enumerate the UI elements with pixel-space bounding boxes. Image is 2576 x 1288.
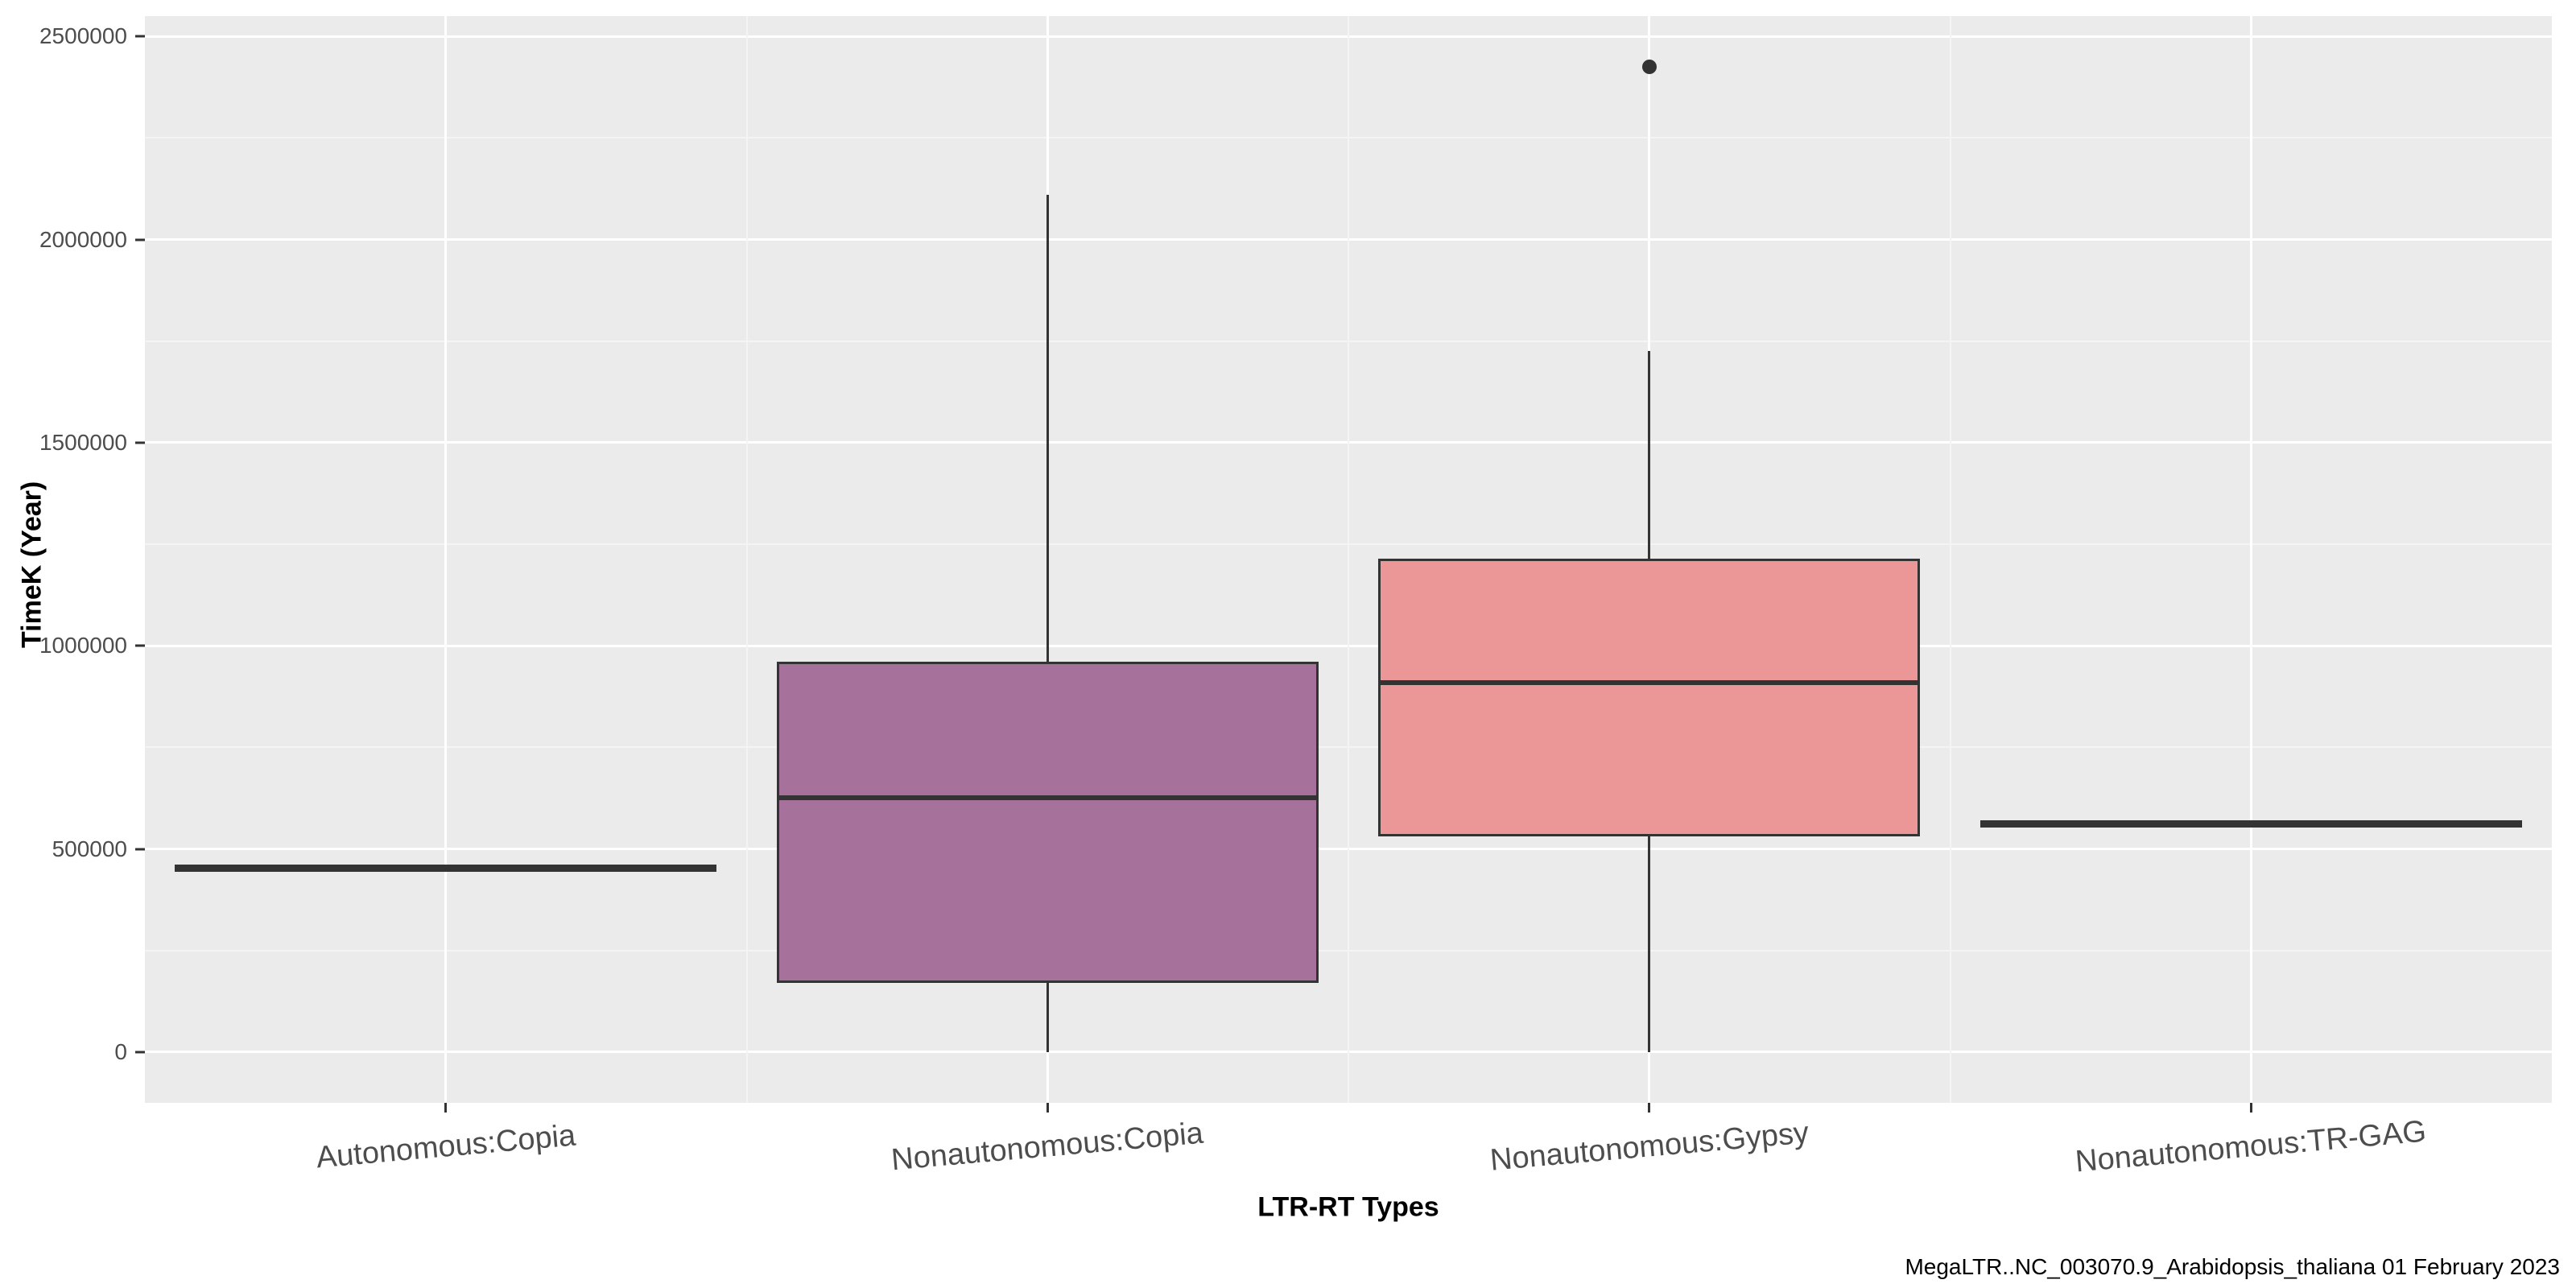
y-tick-label: 2000000 [0, 227, 127, 253]
y-axis-title: TimeK (Year) [17, 481, 48, 648]
y-tick-mark [135, 645, 145, 647]
minor-vgridline [1348, 16, 1349, 1103]
box [1378, 559, 1920, 837]
box [777, 662, 1319, 983]
minor-vgridline [746, 16, 748, 1103]
y-tick-label: 500000 [0, 836, 127, 862]
major-vgridline [2250, 16, 2252, 1103]
y-tick-label: 2500000 [0, 23, 127, 49]
y-tick-mark [135, 1051, 145, 1053]
x-tick-mark [1046, 1103, 1049, 1113]
y-tick-mark [135, 848, 145, 850]
y-tick-mark [135, 441, 145, 444]
minor-vgridline [1950, 16, 1951, 1103]
x-tick-mark [1648, 1103, 1650, 1113]
x-tick-label: Autonomous:Copia [315, 1118, 577, 1175]
x-axis-title: LTR-RT Types [1257, 1192, 1439, 1224]
major-vgridline [444, 16, 447, 1103]
outlier-point [1642, 60, 1657, 74]
x-tick-label: Nonautonomous:TR-GAG [2074, 1115, 2428, 1180]
median-line [1980, 820, 2522, 825]
median-line [175, 865, 716, 869]
median-line [777, 795, 1319, 800]
plot-panel [145, 16, 2552, 1103]
y-tick-mark [135, 238, 145, 241]
x-tick-label: Nonautonomous:Copia [890, 1117, 1205, 1179]
x-tick-mark [2250, 1103, 2252, 1113]
y-tick-mark [135, 35, 145, 38]
x-tick-label: Nonautonomous:Gypsy [1488, 1116, 1810, 1178]
x-tick-mark [444, 1103, 447, 1113]
y-tick-label: 1500000 [0, 430, 127, 456]
median-line [1378, 680, 1920, 685]
chart-caption: MegaLTR..NC_003070.9_Arabidopsis_thalian… [1905, 1254, 2560, 1280]
boxplot-chart: 05000001000000150000020000002500000TimeK… [0, 0, 2576, 1288]
y-tick-label: 0 [0, 1039, 127, 1065]
